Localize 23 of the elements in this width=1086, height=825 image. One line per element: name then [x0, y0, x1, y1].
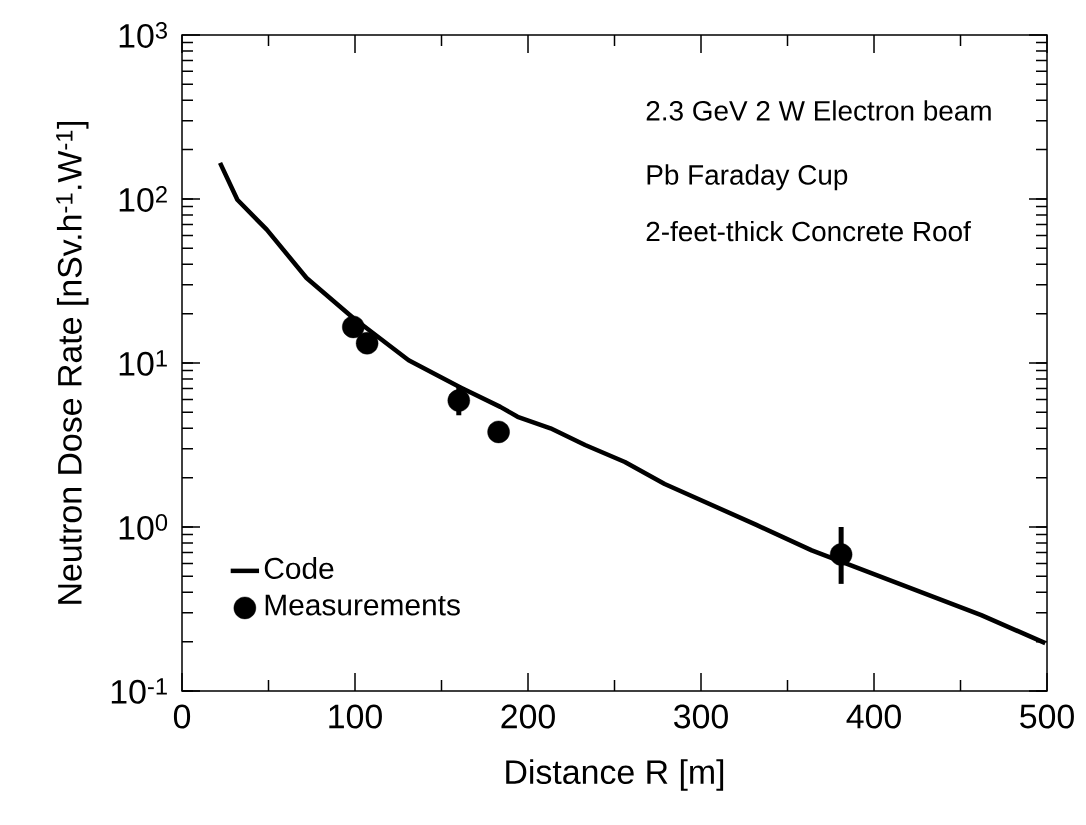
x-tick-label: 100: [329, 704, 382, 729]
y-tick-label: 10$^{0}$: [119, 514, 168, 540]
legend-label: Code: [264, 557, 334, 580]
point: [829, 543, 853, 566]
x-tick-label: 200: [501, 704, 555, 729]
point: [447, 389, 470, 412]
legend-label: Measurements: [265, 594, 460, 616]
y-tick-label: 10$^{-1}$: [111, 678, 167, 704]
x-tick-label: 300: [674, 704, 728, 729]
point: [487, 420, 510, 444]
y-axis-title: Neutron Dose Rate [nSv.h$^{-1}$.W$^{-1}$]: [56, 121, 89, 604]
annotation: Pb Faraday Cup: [647, 164, 848, 191]
point: [355, 332, 379, 355]
x-tick-label: 0: [173, 704, 191, 729]
annotation: 2-feet-thick Concrete Roof: [646, 220, 971, 242]
x-tick-label: 500: [1020, 704, 1074, 729]
point: [342, 315, 365, 339]
y-tick-label: 10$^{3}$: [119, 22, 167, 48]
x-axis-title: Distance R [m]: [506, 759, 724, 791]
y-tick-label: 10$^{1}$: [119, 350, 167, 376]
annotation: 2.3 GeV 2 W Electron beam: [646, 100, 991, 121]
y-tick-label: 10$^{2}$: [119, 186, 167, 212]
x-tick-label: 400: [846, 704, 901, 729]
